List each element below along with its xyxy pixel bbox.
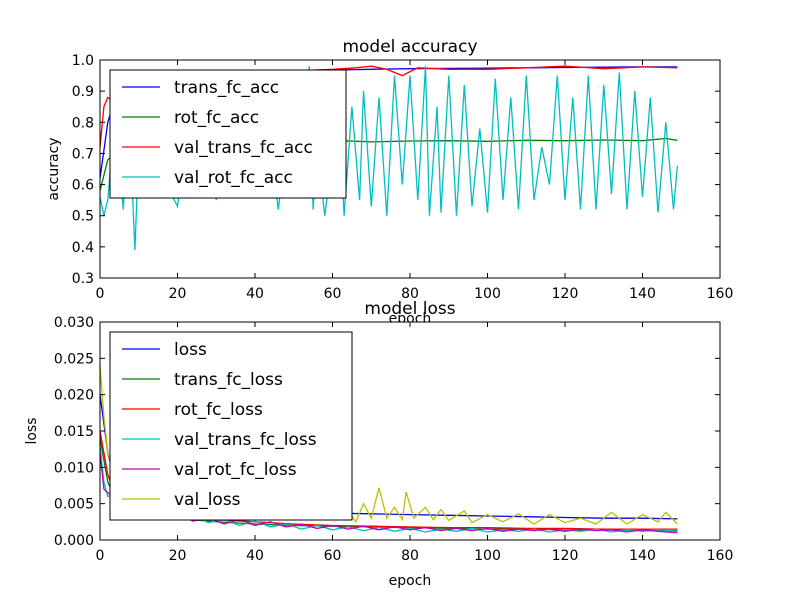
loss-y-axis-label: loss <box>24 417 40 444</box>
legend-entry-label: val_rot_fc_loss <box>174 460 297 480</box>
accuracy-x-ticks: 0 20 40 60 80 100 120 140 160 <box>96 60 734 302</box>
y-tick-label: 0.3 <box>72 271 94 287</box>
loss-y-ticks: 0.000 0.005 0.010 0.015 0.020 0.025 0.030 <box>54 315 720 549</box>
x-tick-label: 160 <box>707 548 734 564</box>
x-tick-label: 100 <box>474 548 501 564</box>
accuracy-y-axis-label: accuracy <box>46 137 62 200</box>
x-tick-label: 80 <box>401 548 419 564</box>
legend-entry-label: rot_fc_acc <box>174 108 259 128</box>
legend-box <box>109 331 353 521</box>
accuracy-chart: 0 20 40 60 80 100 120 140 160 0.3 0.4 0.5 0.6 0.7 0.8… <box>46 37 733 327</box>
legend-entry-label: val_trans_fc_acc <box>174 138 313 158</box>
x-tick-label: 20 <box>169 286 187 302</box>
legend-entry-label: rot_fc_loss <box>174 400 263 420</box>
legend-entry-label: val_loss <box>174 490 241 510</box>
x-tick-label: 120 <box>552 286 579 302</box>
y-tick-label: 0.015 <box>54 424 94 440</box>
loss-legend: loss trans_fc_loss rot_fc_loss val_trans_fc… <box>109 331 353 521</box>
accuracy-y-ticks: 0.3 0.4 0.5 0.6 0.7 0.8 0.9 1.0 <box>72 53 720 287</box>
loss-x-ticks: 0 20 40 60 80 100 120 140 160 <box>96 322 734 564</box>
legend-entry-label: trans_fc_acc <box>174 78 279 98</box>
y-tick-label: 0.000 <box>54 533 94 549</box>
legend-entry-label: val_trans_fc_loss <box>174 430 317 450</box>
y-tick-label: 0.010 <box>54 460 94 476</box>
x-tick-label: 80 <box>401 286 419 302</box>
y-tick-label: 0.5 <box>72 209 94 225</box>
x-tick-label: 40 <box>246 548 264 564</box>
legend-entry-label: val_rot_fc_acc <box>174 168 293 188</box>
x-tick-label: 60 <box>324 548 342 564</box>
legend-entry-label: trans_fc_loss <box>174 370 283 390</box>
y-tick-label: 0.7 <box>72 146 94 162</box>
y-tick-label: 0.8 <box>72 115 94 131</box>
y-tick-label: 0.9 <box>72 84 94 100</box>
x-tick-label: 40 <box>246 286 264 302</box>
y-tick-label: 0.6 <box>72 178 94 194</box>
x-tick-label: 100 <box>474 286 501 302</box>
x-tick-label: 120 <box>552 548 579 564</box>
x-tick-label: 140 <box>629 286 656 302</box>
x-tick-label: 0 <box>96 286 105 302</box>
x-tick-label: 20 <box>169 548 187 564</box>
y-tick-label: 0.005 <box>54 497 94 513</box>
loss-x-axis-label: epoch <box>389 573 432 589</box>
y-tick-label: 1.0 <box>72 53 94 69</box>
y-tick-label: 0.4 <box>72 240 94 256</box>
accuracy-chart-title: model accuracy <box>342 37 477 57</box>
loss-chart-title: model loss <box>364 299 455 319</box>
legend-entry-label: loss <box>174 340 207 360</box>
y-tick-label: 0.020 <box>54 388 94 404</box>
x-tick-label: 60 <box>324 286 342 302</box>
y-tick-label: 0.025 <box>54 351 94 367</box>
loss-chart: 0 20 40 60 80 100 120 140 160 0.0000.0050.0100.0… <box>24 299 733 589</box>
x-tick-label: 0 <box>96 548 105 564</box>
x-tick-label: 160 <box>707 286 734 302</box>
x-tick-label: 140 <box>629 548 656 564</box>
accuracy-legend: trans_fc_acc rot_fc_acc val_trans_fc_accva… <box>109 69 347 199</box>
y-tick-label: 0.030 <box>54 315 94 331</box>
